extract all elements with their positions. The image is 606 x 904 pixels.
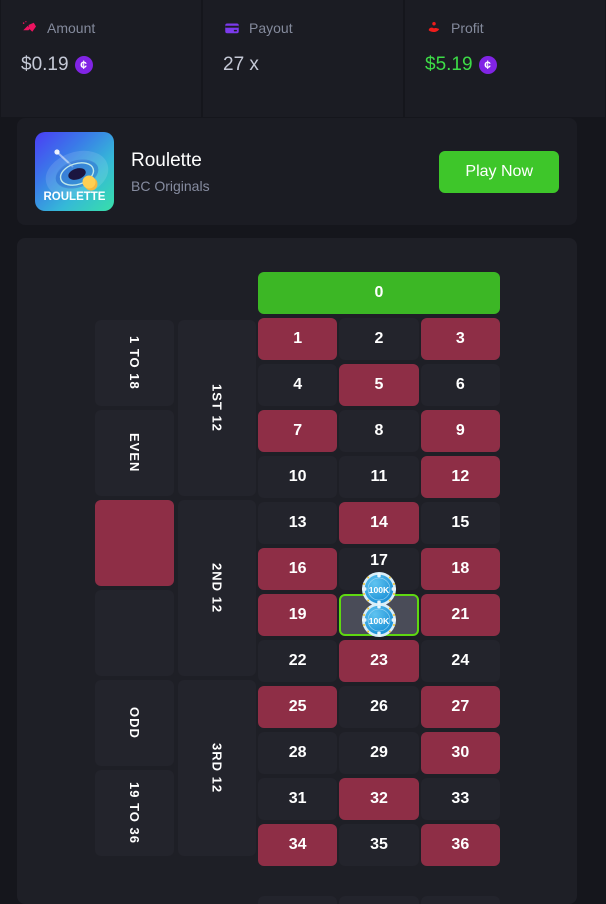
svg-text:100K: 100K: [369, 585, 390, 595]
svg-text:ROULETTE: ROULETTE: [44, 191, 106, 203]
svg-text:100K: 100K: [369, 616, 390, 626]
